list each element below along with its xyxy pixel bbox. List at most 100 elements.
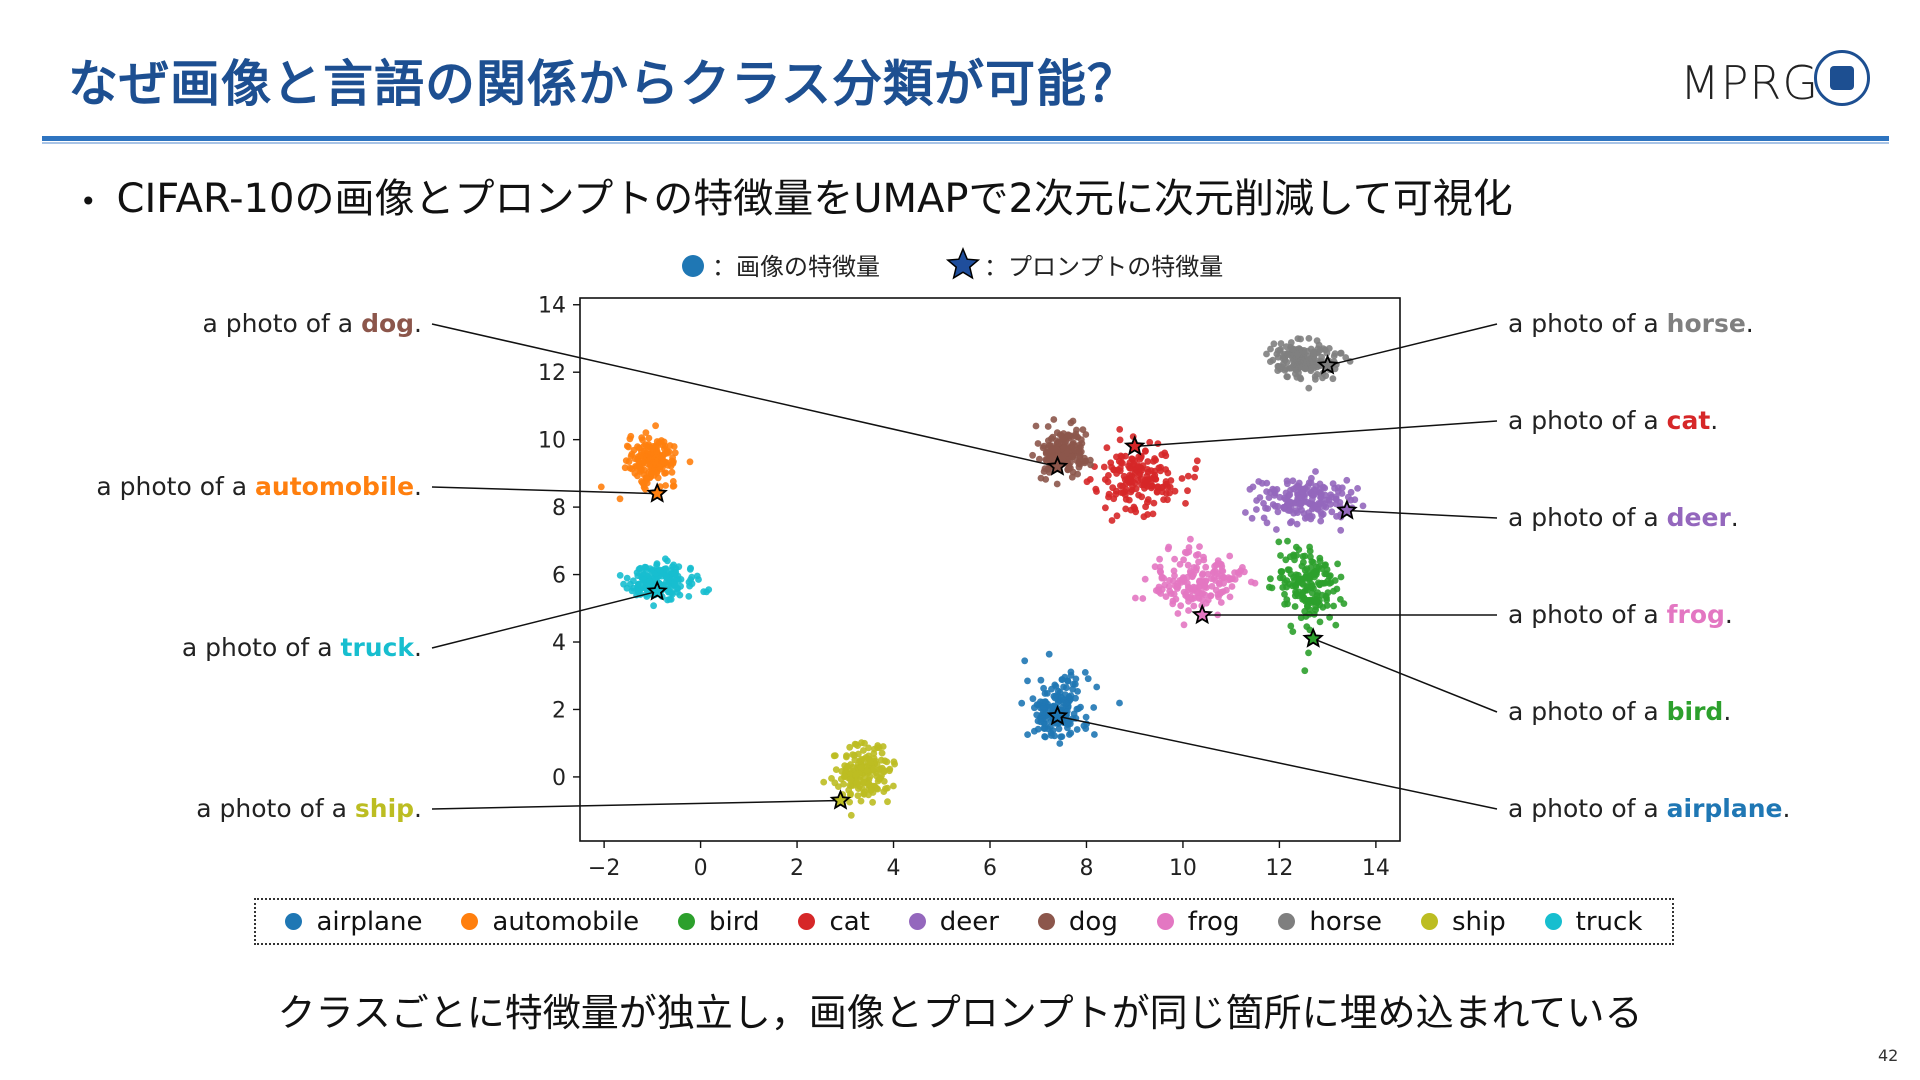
scatter-point-frog xyxy=(1181,548,1189,556)
scatter-point-ship xyxy=(880,778,888,785)
scatter-point-airplane xyxy=(1056,689,1064,696)
scatter-point-automobile xyxy=(636,468,644,475)
scatter-point-cat xyxy=(1125,496,1133,504)
scatter-point-airplane xyxy=(1033,711,1041,719)
scatter-point-bird xyxy=(1295,546,1303,553)
scatter-point-ship xyxy=(852,771,860,778)
scatter-point-horse xyxy=(1329,375,1337,383)
x-tick-label: 12 xyxy=(1265,856,1293,881)
scatter-point-bird xyxy=(1322,561,1329,569)
legend-label: truck xyxy=(1575,906,1643,937)
scatter-point-automobile xyxy=(650,466,658,474)
scatter-point-deer xyxy=(1354,485,1361,492)
scatter-point-deer xyxy=(1260,514,1268,522)
scatter-point-deer xyxy=(1286,491,1294,499)
scatter-point-ship xyxy=(844,763,851,770)
scatter-point-deer xyxy=(1274,508,1282,516)
scatter-point-frog xyxy=(1202,599,1210,607)
scatter-point-dog xyxy=(1060,444,1068,452)
scatter-point-bird xyxy=(1321,570,1329,578)
scatter-point-airplane xyxy=(1041,690,1049,697)
page-number: 42 xyxy=(1878,1046,1899,1065)
scatter-point-frog xyxy=(1174,583,1182,590)
scatter-point-airplane xyxy=(1040,724,1048,732)
scatter-point-cat xyxy=(1191,473,1198,481)
prompt-label-truck: a photo of a truck. xyxy=(182,633,422,662)
scatter-point-automobile xyxy=(616,495,624,503)
scatter-point-frog xyxy=(1247,578,1255,586)
image-feature-legend-label: ：画像の特徴量 xyxy=(712,253,880,281)
scatter-point-dog xyxy=(1037,474,1045,482)
scatter-point-cat xyxy=(1164,469,1172,477)
scatter-point-frog xyxy=(1228,583,1236,590)
scatter-point-horse xyxy=(1330,352,1338,360)
scatter-point-cat xyxy=(1115,457,1123,465)
scatter-point-horse xyxy=(1263,350,1270,358)
scatter-point-cat xyxy=(1113,512,1121,520)
scatter-point-cat xyxy=(1129,483,1136,490)
scatter-point-ship xyxy=(874,785,881,793)
title-divider xyxy=(42,136,1889,144)
y-tick-label: 4 xyxy=(552,631,566,656)
scatter-point-horse xyxy=(1277,346,1284,353)
scatter-point-airplane xyxy=(1024,731,1031,738)
scatter-point-frog xyxy=(1166,577,1173,584)
scatter-point-deer xyxy=(1328,508,1336,516)
legend-label: deer xyxy=(939,906,999,937)
scatter-point-truck xyxy=(677,576,685,583)
legend-label: automobile xyxy=(492,906,640,937)
scatter-point-truck xyxy=(646,577,653,585)
scatter-point-airplane xyxy=(1029,695,1037,703)
scatter-point-bird xyxy=(1282,556,1290,564)
scatter-point-cat xyxy=(1141,485,1148,492)
scatter-point-bird xyxy=(1330,602,1337,610)
scatter-point-truck xyxy=(700,588,708,596)
legend-dot-icon xyxy=(1156,913,1174,930)
scatter-point-ship xyxy=(847,791,854,799)
scatter-point-dog xyxy=(1034,440,1042,447)
scatter-point-horse xyxy=(1278,363,1285,371)
scatter-point-airplane xyxy=(1084,675,1092,683)
scatter-point-cat xyxy=(1144,458,1152,465)
scatter-point-dog xyxy=(1082,431,1090,438)
scatter-point-cat xyxy=(1093,488,1100,495)
scatter-point-cat xyxy=(1100,463,1108,471)
scatter-point-automobile xyxy=(621,464,629,472)
scatter-point-dog xyxy=(1032,422,1040,430)
scatter-point-cat xyxy=(1150,499,1158,507)
prompt-label-automobile: a photo of a automobile. xyxy=(96,472,422,501)
scatter-point-cat xyxy=(1146,438,1154,446)
scatter-point-truck xyxy=(686,565,694,573)
scatter-point-horse xyxy=(1301,354,1309,362)
scatter-point-truck xyxy=(639,571,647,579)
scatter-point-truck xyxy=(656,566,664,574)
scatter-point-cat xyxy=(1157,467,1164,475)
scatter-point-ship xyxy=(884,784,891,792)
scatter-point-ship xyxy=(841,772,848,780)
scatter-point-truck xyxy=(667,596,675,603)
scatter-point-frog xyxy=(1188,573,1196,581)
scatter-point-deer xyxy=(1308,474,1315,482)
scatter-point-airplane xyxy=(1024,677,1031,685)
scatter-point-automobile xyxy=(626,435,634,443)
scatter-point-frog xyxy=(1170,567,1178,575)
scatter-point-airplane xyxy=(1090,704,1098,711)
scatter-point-bird xyxy=(1301,667,1309,675)
scatter-point-airplane xyxy=(1037,676,1045,684)
scatter-point-cat xyxy=(1138,467,1146,474)
scatter-point-airplane xyxy=(1062,699,1070,707)
scatter-point-cat xyxy=(1102,504,1109,512)
scatter-point-airplane xyxy=(1072,675,1080,683)
scatter-point-bird xyxy=(1283,596,1291,603)
scatter-point-dog xyxy=(1044,448,1051,456)
scatter-point-ship xyxy=(854,792,862,799)
scatter-point-automobile xyxy=(623,442,631,450)
scatter-point-frog xyxy=(1155,583,1163,591)
scatter-point-frog xyxy=(1176,561,1184,568)
scatter-point-ship xyxy=(831,779,839,787)
scatter-point-automobile xyxy=(644,460,651,468)
scatter-point-ship xyxy=(890,782,897,790)
prompt-label-deer: a photo of a deer. xyxy=(1508,503,1739,532)
scatter-point-bird xyxy=(1290,552,1298,560)
